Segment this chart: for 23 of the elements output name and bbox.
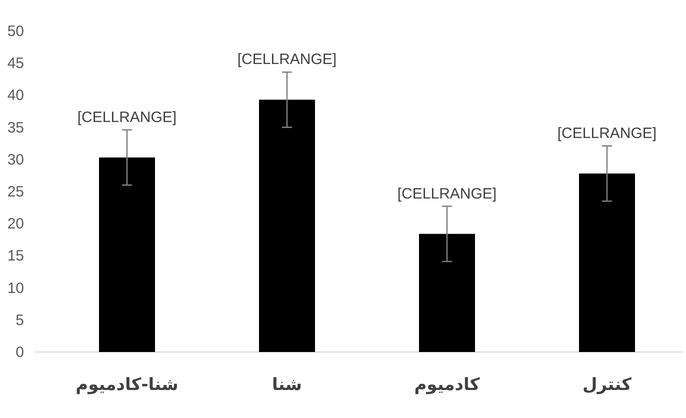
y-tick-label: 25 xyxy=(7,184,24,200)
bar xyxy=(99,157,155,352)
x-tick-label: شنا-کادمیوم xyxy=(76,375,178,395)
data-label: [CELLRANGE] xyxy=(397,185,497,202)
y-tick-label: 15 xyxy=(7,248,24,265)
x-tick-label: شنا xyxy=(272,375,302,395)
y-tick-label: 45 xyxy=(7,55,24,72)
y-tick-label: 35 xyxy=(7,119,24,136)
y-tick-label: 20 xyxy=(7,216,24,233)
y-tick-label: 10 xyxy=(7,280,24,297)
bar xyxy=(579,174,635,352)
x-tick-label: کادمیوم xyxy=(414,375,480,395)
y-tick-label: 0 xyxy=(16,344,24,361)
y-tick-label: 40 xyxy=(7,87,24,104)
x-tick-label: کنترل xyxy=(582,375,632,395)
data-label: [CELLRANGE] xyxy=(237,51,337,68)
bar xyxy=(259,100,315,352)
bar xyxy=(419,234,475,352)
y-tick-label: 50 xyxy=(7,23,24,40)
y-tick-label: 5 xyxy=(16,312,24,329)
y-tick-label: 30 xyxy=(7,151,24,168)
data-label: [CELLRANGE] xyxy=(77,108,177,126)
data-label: [CELLRANGE] xyxy=(557,124,657,142)
